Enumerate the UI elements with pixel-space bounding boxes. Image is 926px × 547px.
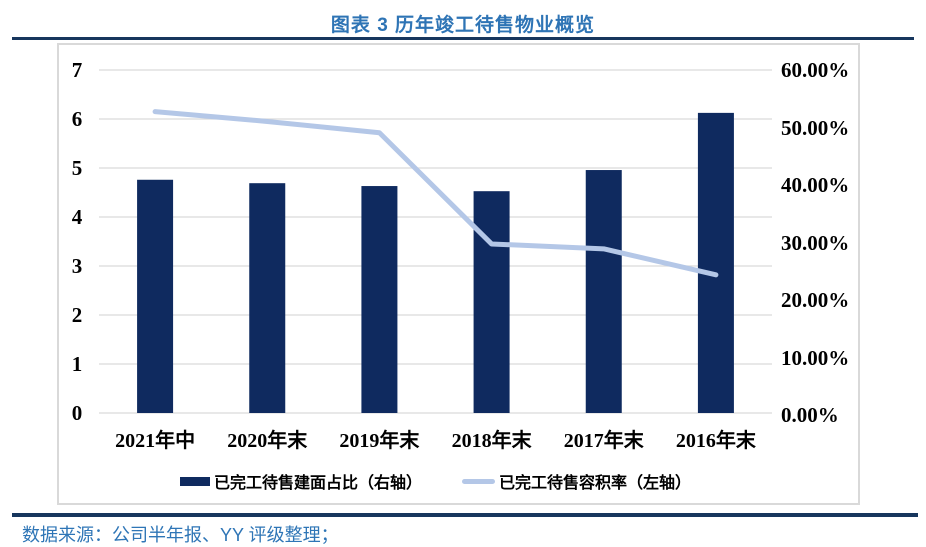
chart-title: 图表 3 历年竣工待售物业概览 (330, 15, 596, 36)
bottom-divider (12, 513, 918, 517)
right-axis-tick: 60.00% (781, 58, 850, 82)
bar (473, 191, 510, 413)
bar (361, 186, 398, 413)
chart-frame: 0 1 2 3 4 5 6 7 0.00% 10.00% 20.00% 30.00% 40.00% 50… (57, 43, 860, 505)
line-swatch-icon (462, 478, 495, 484)
left-axis-tick: 4 (71, 205, 83, 229)
x-axis-label: 2016年末 (675, 430, 756, 452)
bar (697, 112, 734, 413)
left-axis-tick: 3 (71, 254, 83, 278)
bar (137, 179, 174, 413)
right-axis-tick: 50.00% (781, 115, 850, 140)
legend-label-line: 已完工待售容积率（左轴） (499, 475, 692, 492)
left-axis-tick: 7 (71, 58, 83, 82)
legend-label-bar: 已完工待售建面占比（右轴） (213, 475, 422, 492)
top-divider (12, 37, 914, 40)
right-axis-tick: 40.00% (781, 173, 850, 197)
legend-item-line-series: 已完工待售容积率（左轴） (462, 469, 691, 493)
line-series (152, 109, 719, 278)
left-axis-tick: 2 (71, 303, 83, 327)
left-axis-tick: 1 (71, 352, 83, 376)
bar (249, 183, 286, 413)
x-axis-label: 2017年末 (563, 430, 644, 452)
left-axis-tick: 6 (71, 107, 83, 131)
x-axis-label: 2020年末 (227, 430, 308, 452)
right-axis-tick: 30.00% (781, 230, 850, 255)
bar-swatch-icon (179, 476, 210, 486)
right-axis-tick: 20.00% (781, 288, 850, 312)
source-text: 数据来源：公司半年报、YY 评级整理； (22, 525, 339, 545)
right-axis-tick: 0.00% (781, 403, 839, 427)
left-axis-tick: 5 (71, 156, 83, 180)
x-axis-label: 2018年末 (451, 430, 532, 452)
left-axis-tick: 0 (71, 401, 83, 425)
x-axis-label: 2019年末 (339, 430, 420, 452)
bar (585, 170, 622, 413)
x-axis-label: 2021年中 (115, 430, 196, 452)
legend-item-bar-series: 已完工待售建面占比（右轴） (179, 469, 422, 493)
legend: 已完工待售建面占比（右轴） 已完工待售容积率（左轴） (99, 469, 772, 493)
plot-svg (99, 69, 772, 414)
right-axis-tick: 10.00% (781, 345, 850, 370)
